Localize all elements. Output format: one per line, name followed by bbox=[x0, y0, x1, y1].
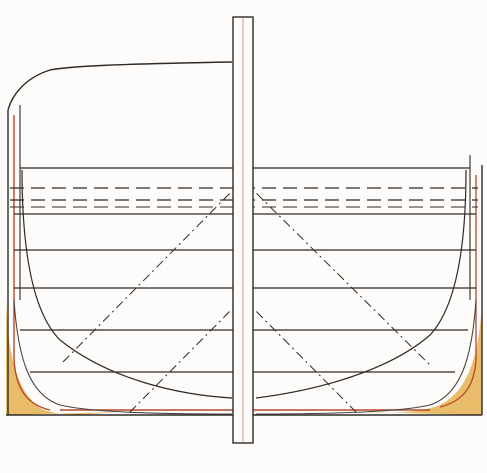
construction-diagonal-upper-right bbox=[242, 179, 431, 366]
outer-frame-left bbox=[7, 61, 233, 111]
construction-diagonal-lower-right bbox=[242, 297, 357, 413]
frame-curve-left bbox=[21, 169, 233, 399]
construction-diagonal-lower-left bbox=[129, 297, 244, 413]
bilge-curve-left bbox=[13, 299, 233, 415]
frame-curve-right bbox=[255, 169, 467, 399]
side-red-right bbox=[439, 175, 477, 408]
bilge-curve-right bbox=[255, 299, 477, 415]
bilge-fill-right bbox=[360, 300, 482, 415]
bilge-fill-left bbox=[6, 300, 120, 415]
side-red-left bbox=[13, 115, 51, 411]
construction-diagonal-upper-left bbox=[59, 179, 244, 366]
